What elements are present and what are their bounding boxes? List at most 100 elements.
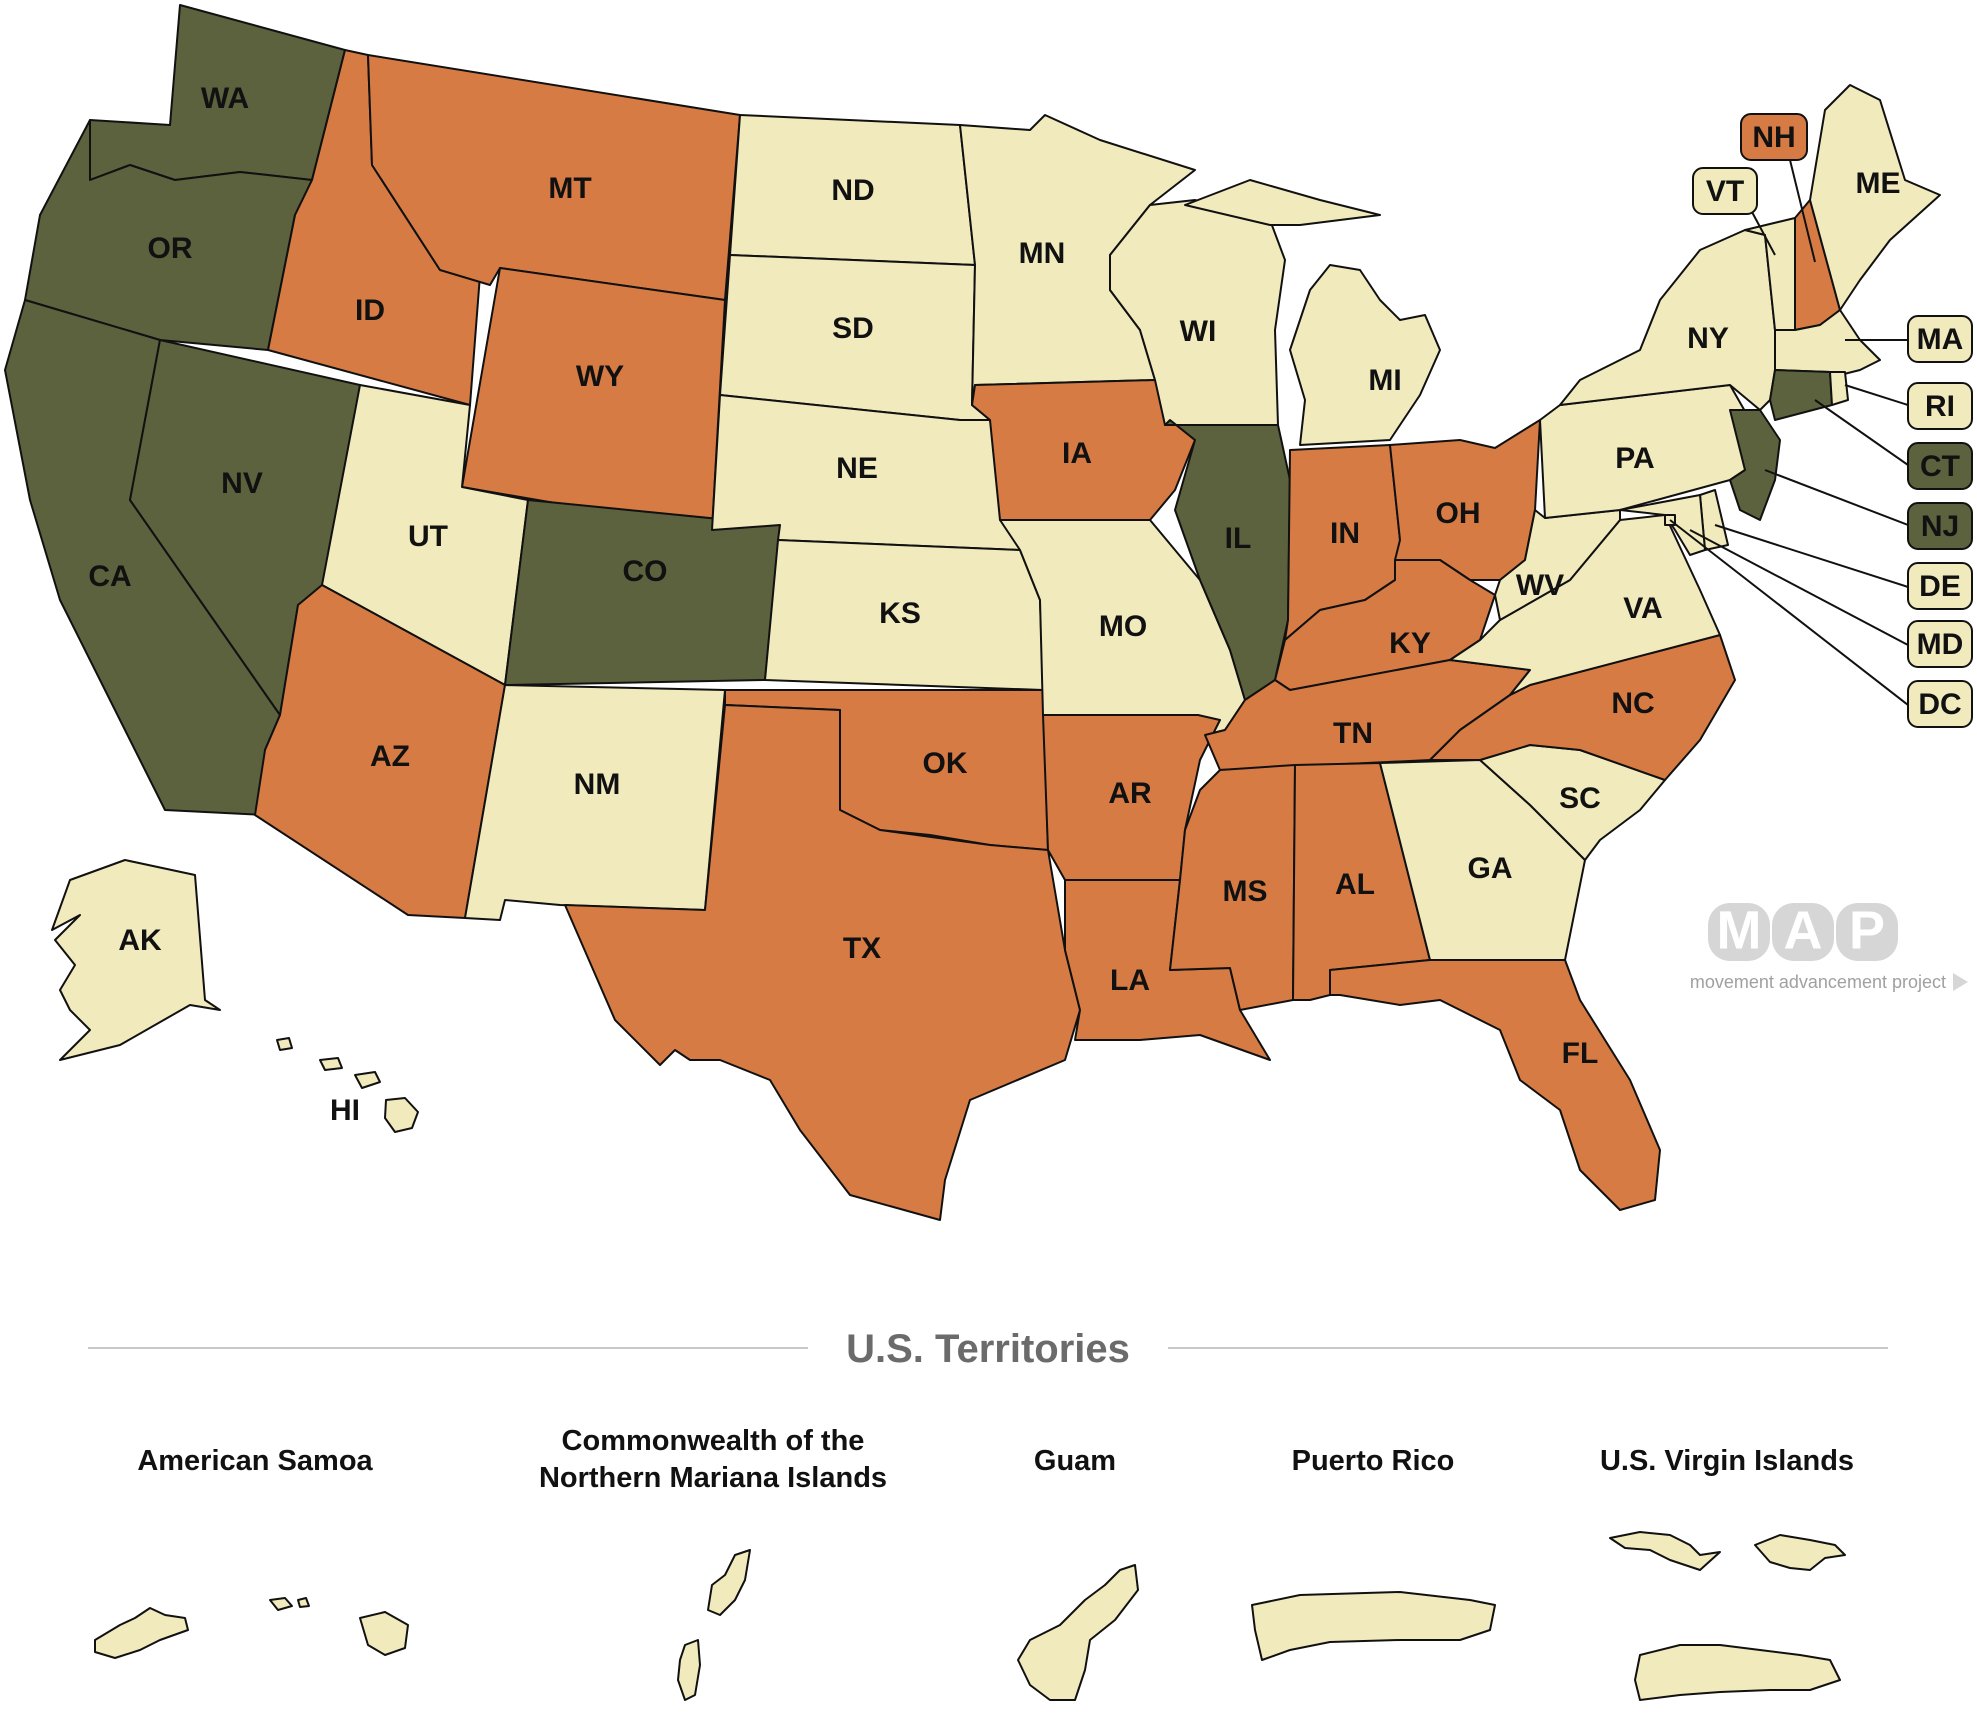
label-ne: NE xyxy=(836,452,878,485)
logo-letter: M xyxy=(1717,900,1762,960)
label-nc: NC xyxy=(1611,687,1654,720)
state-hi-kauai[interactable] xyxy=(276,1037,293,1051)
label-pa: PA xyxy=(1615,442,1654,475)
hawaii-islands xyxy=(276,1037,419,1133)
callout-label: NH xyxy=(1752,121,1795,154)
logo-tagline: movement advancement project xyxy=(1690,972,1946,992)
callout-ct[interactable]: CT xyxy=(1814,399,1973,490)
territory-cnmi[interactable] xyxy=(677,1549,751,1701)
label-wv: WV xyxy=(1516,569,1564,602)
leader-line xyxy=(1689,529,1909,646)
callout-nj[interactable]: NJ xyxy=(1764,469,1973,550)
callout-de[interactable]: DE xyxy=(1714,524,1973,610)
callout-box xyxy=(1907,620,1973,668)
label-sd: SD xyxy=(832,312,874,345)
state-me[interactable] xyxy=(1809,84,1941,311)
state-ct[interactable] xyxy=(1769,369,1833,421)
state-labels: WA OR CA NV ID MT WY UT CO AZ NM ND SD N… xyxy=(88,82,1900,1127)
play-arrow-icon xyxy=(1953,973,1968,991)
state-ak[interactable] xyxy=(51,859,221,1061)
state-wi[interactable] xyxy=(1109,199,1286,426)
territory-puerto-rico[interactable] xyxy=(1251,1591,1496,1661)
label-ca: CA xyxy=(88,560,131,593)
label-mo: MO xyxy=(1099,610,1147,643)
territory-name-puerto-rico: Puerto Rico xyxy=(1292,1445,1455,1477)
map-logo: M A P movement advancement project xyxy=(1690,900,1968,992)
leader-line xyxy=(1751,211,1776,256)
state-nj[interactable] xyxy=(1729,409,1781,521)
label-la: LA xyxy=(1110,964,1150,997)
callout-box xyxy=(1740,113,1808,161)
territory-name-usvi: U.S. Virgin Islands xyxy=(1600,1445,1854,1477)
label-ny: NY xyxy=(1687,322,1729,355)
label-ak: AK xyxy=(118,924,162,957)
callout-ri[interactable]: RI xyxy=(1844,382,1973,430)
territory-name-cnmi-line2: Northern Mariana Islands xyxy=(539,1462,887,1494)
callout-label: NJ xyxy=(1921,510,1959,543)
state-fl[interactable] xyxy=(1329,959,1661,1211)
leader-line xyxy=(1764,469,1909,526)
label-nm: NM xyxy=(574,768,621,801)
state-il[interactable] xyxy=(1164,419,1291,701)
label-ok: OK xyxy=(923,747,968,780)
state-wy[interactable] xyxy=(461,267,726,531)
label-tn: TN xyxy=(1333,717,1373,750)
label-hi: HI xyxy=(330,1094,360,1127)
callout-label: RI xyxy=(1925,390,1955,423)
leader-line xyxy=(1714,524,1909,588)
callout-label: DC xyxy=(1918,688,1961,721)
state-mi[interactable] xyxy=(1184,179,1441,446)
callout-vt[interactable]: VT xyxy=(1692,167,1776,256)
state-ny[interactable] xyxy=(1559,229,1776,411)
state-nc[interactable] xyxy=(1429,634,1736,781)
callout-box xyxy=(1907,315,1973,363)
logo-letter-bg xyxy=(1708,903,1770,961)
callout-box xyxy=(1907,562,1973,610)
label-tx: TX xyxy=(843,932,881,965)
callout-box xyxy=(1692,167,1758,215)
territory-name-guam: Guam xyxy=(1034,1445,1116,1477)
state-hi-oahu[interactable] xyxy=(319,1057,343,1071)
state-tx[interactable] xyxy=(564,704,1081,1221)
label-id: ID xyxy=(355,294,385,327)
label-al: AL xyxy=(1335,868,1375,901)
callout-label: CT xyxy=(1920,450,1960,483)
callout-box xyxy=(1907,442,1973,490)
label-ut: UT xyxy=(408,520,448,553)
label-or: OR xyxy=(148,232,193,265)
label-co: CO xyxy=(623,555,668,588)
callout-box xyxy=(1907,382,1973,430)
territory-name-cnmi-line1: Commonwealth of the xyxy=(562,1425,865,1457)
label-ar: AR xyxy=(1108,777,1152,810)
state-ri[interactable] xyxy=(1829,371,1849,406)
label-va: VA xyxy=(1623,592,1662,625)
label-ga: GA xyxy=(1468,852,1513,885)
callout-ma[interactable]: MA xyxy=(1845,315,1973,363)
territory-american-samoa[interactable] xyxy=(94,1597,409,1659)
logo-letter: P xyxy=(1849,900,1885,960)
leader-line xyxy=(1814,399,1909,466)
label-nd: ND xyxy=(831,174,874,207)
callout-md[interactable]: MD xyxy=(1689,529,1973,668)
label-in: IN xyxy=(1330,517,1360,550)
territory-guam[interactable] xyxy=(1017,1564,1139,1701)
callout-label: DE xyxy=(1919,570,1961,603)
logo-letter-bg xyxy=(1772,903,1834,961)
state-nm[interactable] xyxy=(464,684,726,921)
label-ky: KY xyxy=(1389,627,1431,660)
label-wy: WY xyxy=(576,360,624,393)
states-layer xyxy=(4,4,1941,1221)
state-hi-maui[interactable] xyxy=(354,1071,381,1089)
logo-letter-bg xyxy=(1836,903,1898,961)
label-il: IL xyxy=(1225,522,1252,555)
callout-dc[interactable]: DC xyxy=(1669,519,1973,728)
state-hi[interactable] xyxy=(384,1097,419,1133)
label-sc: SC xyxy=(1559,782,1601,815)
territory-usvi[interactable] xyxy=(1609,1531,1846,1701)
logo-letter: A xyxy=(1784,900,1823,960)
label-oh: OH xyxy=(1436,497,1481,530)
label-ms: MS xyxy=(1223,875,1268,908)
callout-label: MA xyxy=(1917,323,1964,356)
callout-nh[interactable]: NH xyxy=(1740,113,1816,263)
